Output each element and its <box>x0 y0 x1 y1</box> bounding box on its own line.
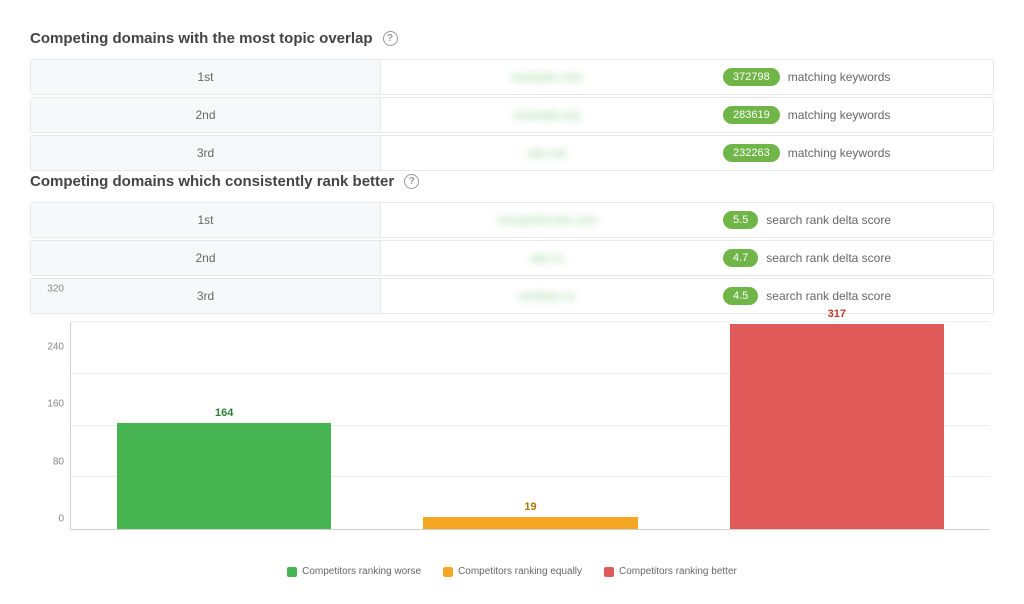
metric-label: matching keywords <box>788 108 891 122</box>
legend-swatch <box>443 567 453 577</box>
chart-bar: 19 <box>423 517 637 529</box>
table-row: 2nd abc.io 4.7 search rank delta score <box>30 240 994 276</box>
section2-table: 1st competitorsite.com 5.5 search rank d… <box>30 202 994 314</box>
section2-title-text: Competing domains which consistently ran… <box>30 173 394 190</box>
chart-bar-slot: 317 <box>684 322 990 529</box>
section1-title: Competing domains with the most topic ov… <box>30 30 994 47</box>
metric-badge: 5.5 <box>723 211 758 229</box>
legend-item: Competitors ranking worse <box>287 566 421 577</box>
blurred-domain: abc.io <box>531 251 563 265</box>
chart-bar-value: 164 <box>117 407 331 419</box>
rank-metric: 372798 matching keywords <box>713 60 993 94</box>
metric-label: search rank delta score <box>766 289 891 303</box>
chart-bars: 164 19 317 <box>71 322 990 529</box>
rank-domain-cell: site.net <box>381 136 713 170</box>
chart-legend: Competitors ranking worse Competitors ran… <box>30 566 994 577</box>
blurred-domain: site.net <box>528 146 567 160</box>
table-row: 1st competitorsite.com 5.5 search rank d… <box>30 202 994 238</box>
rank-metric: 232263 matching keywords <box>713 136 993 170</box>
help-icon[interactable]: ? <box>404 174 419 189</box>
rank-metric: 283619 matching keywords <box>713 98 993 132</box>
blurred-domain: example.com <box>511 70 582 84</box>
rank-metric: 5.5 search rank delta score <box>713 203 993 237</box>
chart-bar: 164 <box>117 423 331 529</box>
metric-badge: 372798 <box>723 68 780 86</box>
chart-bar-value: 19 <box>423 501 637 513</box>
chart-y-tick: 0 <box>30 514 64 525</box>
table-row: 3rd site.net 232263 matching keywords <box>30 135 994 171</box>
legend-label: Competitors ranking equally <box>458 566 582 577</box>
chart-bar-slot: 19 <box>377 322 683 529</box>
legend-item: Competitors ranking equally <box>443 566 582 577</box>
rank-position: 1st <box>31 203 381 237</box>
chart-y-tick: 240 <box>30 341 64 352</box>
legend-swatch <box>287 567 297 577</box>
blurred-domain: example.org <box>514 108 580 122</box>
competitor-rank-chart: 16419317 080160240320 <box>30 322 994 552</box>
blurred-domain: another.co <box>519 289 575 303</box>
blurred-domain: competitorsite.com <box>497 213 598 227</box>
rank-position: 2nd <box>31 98 381 132</box>
metric-badge: 4.7 <box>723 249 758 267</box>
rank-domain-cell: example.org <box>381 98 713 132</box>
chart-bar-value: 317 <box>730 308 944 320</box>
section1-table: 1st example.com 372798 matching keywords… <box>30 59 994 171</box>
chart-bar: 317 <box>730 324 944 529</box>
chart-plot-area: 164 19 317 <box>70 322 990 530</box>
legend-swatch <box>604 567 614 577</box>
legend-label: Competitors ranking worse <box>302 566 421 577</box>
table-row: 2nd example.org 283619 matching keywords <box>30 97 994 133</box>
metric-label: matching keywords <box>788 70 891 84</box>
section1-title-text: Competing domains with the most topic ov… <box>30 30 373 47</box>
chart-bar-slot: 164 <box>71 322 377 529</box>
rank-domain-cell: competitorsite.com <box>381 203 713 237</box>
chart-y-tick: 160 <box>30 399 64 410</box>
help-icon[interactable]: ? <box>383 31 398 46</box>
rank-position: 1st <box>31 60 381 94</box>
chart-y-tick: 80 <box>30 456 64 467</box>
legend-item: Competitors ranking better <box>604 566 737 577</box>
section2-title: Competing domains which consistently ran… <box>30 173 994 190</box>
metric-label: matching keywords <box>788 146 891 160</box>
rank-domain-cell: example.com <box>381 60 713 94</box>
metric-badge: 4.5 <box>723 287 758 305</box>
table-row: 1st example.com 372798 matching keywords <box>30 59 994 95</box>
metric-badge: 232263 <box>723 144 780 162</box>
metric-badge: 283619 <box>723 106 780 124</box>
rank-metric: 4.7 search rank delta score <box>713 241 993 275</box>
legend-label: Competitors ranking better <box>619 566 737 577</box>
rank-position: 3rd <box>31 279 381 313</box>
rank-position: 3rd <box>31 136 381 170</box>
metric-label: search rank delta score <box>766 213 891 227</box>
chart-y-tick: 320 <box>30 284 64 295</box>
rank-domain-cell: abc.io <box>381 241 713 275</box>
rank-domain-cell: another.co <box>381 279 713 313</box>
metric-label: search rank delta score <box>766 251 891 265</box>
rank-position: 2nd <box>31 241 381 275</box>
